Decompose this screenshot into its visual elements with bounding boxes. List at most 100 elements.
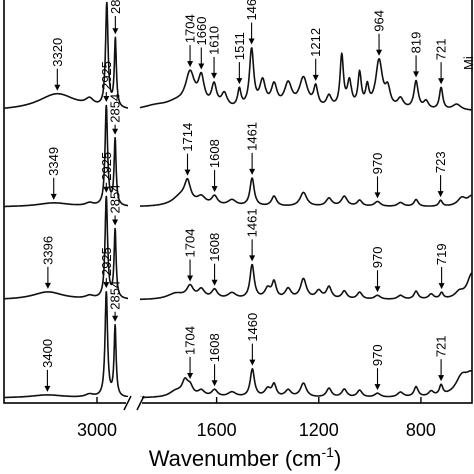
spectrum-2-peak-1714: 1714 [180,123,195,176]
peak-arrow-head [187,275,194,282]
cropped-label: Mi [461,56,474,70]
peak-arrow-head [187,61,194,68]
spectrum-1-peak-1511: 1511 [232,32,247,85]
peak-label: 2925 [99,247,114,276]
peak-label: 964 [372,10,387,32]
peak-label: 1704 [183,326,198,355]
peak-arrow-head [187,372,194,379]
peak-label: 1212 [308,28,323,57]
peak-label: 1714 [180,123,195,152]
peak-label: 819 [409,32,424,54]
peak-label: 2854 [108,281,123,310]
peak-label: 1704 [183,229,198,258]
spectrum-1-peak-819: 819 [409,32,424,78]
peak-arrow-head [374,384,381,391]
peak-arrow-head [374,192,381,199]
spectrum-1-peak-964: 964 [372,10,387,56]
spectrum-1-peak-2852: 2852 [108,0,123,35]
spectrum-2-peak-970: 970 [370,153,385,199]
peak-arrow-head [112,128,119,135]
peak-arrow-head [103,282,110,289]
peak-label: 1460 [245,313,260,342]
peak-label: 719 [434,243,449,265]
peak-arrow-head [112,28,119,35]
spectrum-1-peak-3320: 3320 [50,38,65,91]
x-axis-title: Wavenumber (cm-1) [149,444,342,471]
peak-arrow-head [413,71,420,78]
spectrum-3-peak-719: 719 [434,243,449,290]
peak-label: 2854 [108,185,123,214]
peak-label: 2925 [99,152,114,181]
spectrum-2-trace-high [3,104,129,208]
peak-arrow-head [248,38,255,45]
peak-arrow-head [198,63,205,70]
peak-label: 2854 [108,94,123,123]
spectrum-2-trace-low [139,177,473,207]
spectrum-3-peak-1608: 1608 [207,233,222,286]
spectrum-3-trace-low [139,263,473,301]
peak-label: 1608 [207,139,222,168]
peak-label: 3320 [50,38,65,67]
peak-arrow-head [376,49,383,56]
spectrum-1-peak-1704: 1704 [183,14,198,68]
spectrum-1-peak-1463: 1463 [244,0,259,45]
peak-arrow-head [112,219,119,226]
peak-arrow-head [103,95,110,102]
peak-arrow-head [211,72,218,79]
peak-arrow-head [249,359,256,366]
axis-break-gap [126,397,142,409]
spectrum-2-peak-1608: 1608 [207,139,222,193]
spectrum-3-peak-3396: 3396 [40,236,55,289]
peak-label: 1461 [245,122,260,151]
peak-label: 970 [370,247,385,269]
peak-label: 970 [370,153,385,175]
spectrum-4-peak-2854: 2854 [108,281,123,322]
axis-break-mark-left [123,395,132,411]
spectrum-4-trace-low [139,367,473,399]
spectrum-4-peak-970: 970 [370,344,385,391]
peak-arrow-head [103,186,110,193]
peak-arrow-head [184,169,191,176]
spectrum-4-peak-1704: 1704 [183,326,198,379]
spectrum-2-peak-723: 723 [433,151,448,198]
spectrum-3-trace-high [3,195,129,300]
spectrum-4-trace-high [3,291,129,399]
peak-label: 3349 [46,147,61,176]
spectrum-3-peak-2925: 2925 [99,152,114,193]
spectrum-4-peak-1460: 1460 [245,313,260,366]
spectrum-1-trace-low [139,47,473,111]
peak-arrow-head [44,282,51,289]
peak-label: 970 [370,344,385,366]
peak-label: 1463 [244,0,259,21]
spectrum-2-peak-2925: 2925 [99,61,114,102]
spectrum-1-trace-high [3,1,129,109]
peak-arrow-head [236,78,243,85]
x-tick-label-3000: 3000 [77,420,117,440]
peak-label: 1608 [207,333,222,362]
spectrum-4-peak-3400: 3400 [40,339,55,392]
peak-arrow-head [211,186,218,193]
peak-label: 721 [434,335,449,357]
peak-label: 723 [433,151,448,173]
x-tick-label-1200: 1200 [299,420,339,440]
spectrum-1-peak-1660: 1660 [194,17,209,70]
peak-arrow-head [312,74,319,81]
peak-label: 2925 [99,61,114,90]
peak-label: 1608 [207,233,222,262]
peak-arrow-head [54,84,61,91]
spectrum-3-peak-1704: 1704 [183,229,198,282]
peak-arrow-head [44,385,51,392]
spectrum-4-peak-1608: 1608 [207,333,222,387]
peak-arrow-head [437,191,444,198]
plot-frame [3,0,473,404]
peak-arrow-head [50,193,57,200]
x-tick-label-800: 800 [406,420,436,440]
peak-arrow-head [249,255,256,262]
spectrum-3-peak-2854: 2854 [108,185,123,226]
peak-label: 1704 [183,14,198,43]
peak-arrow-head [438,375,445,382]
peak-label: 1461 [245,208,260,237]
spectrum-1-peak-721: 721 [434,39,449,85]
peak-arrow-head [249,168,256,175]
